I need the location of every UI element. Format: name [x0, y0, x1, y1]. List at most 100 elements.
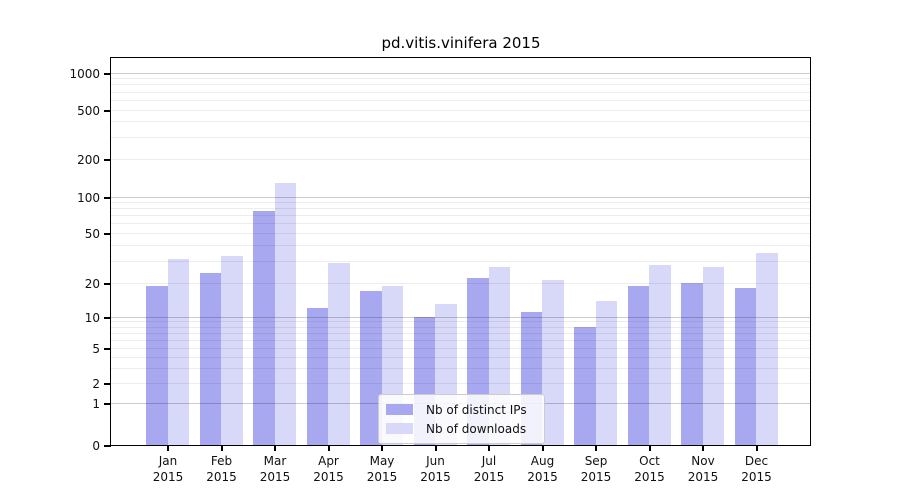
gridline-100 — [111, 196, 810, 198]
x-tick-label-may: May 2015 — [366, 454, 398, 484]
gridline-4 — [111, 356, 810, 358]
x-tick-feb — [220, 446, 223, 451]
x-tick-aug — [541, 446, 544, 451]
bar-ips-apr — [306, 308, 328, 445]
x-tick-jun — [434, 446, 437, 451]
y-tick-2 — [104, 382, 111, 385]
y-tick-label-10: 10 — [84, 310, 100, 325]
bar-ips-jan — [146, 285, 168, 445]
gridline-400 — [111, 121, 810, 123]
gridline-90 — [111, 201, 810, 203]
gridline-40 — [111, 244, 810, 246]
bar-ips-mar — [253, 211, 275, 445]
legend-swatch-downloads — [386, 423, 413, 434]
x-tick-label-aug: Aug 2015 — [527, 454, 558, 484]
x-tick-label-dec: Dec 2015 — [741, 454, 772, 484]
gridline-3 — [111, 367, 810, 369]
y-tick-1000 — [104, 72, 111, 75]
gridline-10 — [111, 316, 810, 318]
x-tick-sep — [595, 446, 597, 451]
gridline-1000 — [111, 72, 810, 74]
y-tick-200 — [104, 158, 111, 161]
gridline-900 — [111, 78, 810, 80]
gridline-7 — [111, 332, 810, 334]
bar-downloads-feb — [221, 255, 243, 445]
gridline-200 — [111, 158, 810, 160]
x-tick-jan — [167, 446, 169, 451]
x-tick-label-oct: Oct 2015 — [634, 454, 665, 484]
bar-downloads-oct — [649, 264, 671, 445]
chart-title: pd.vitis.vinifera 2015 — [381, 34, 541, 52]
x-tick-label-feb: Feb 2015 — [206, 454, 237, 484]
bar-downloads-sep — [595, 300, 617, 445]
gridline-800 — [111, 84, 810, 86]
x-tick-label-sep: Sep 2015 — [580, 454, 612, 484]
y-tick-label-0: 0 — [92, 438, 100, 453]
legend-item-downloads: Nb of downloads — [386, 419, 544, 438]
x-tick-label-jan: Jan 2015 — [152, 454, 184, 484]
legend-label-distinct-ips: Nb of distinct IPs — [426, 402, 527, 417]
bar-downloads-nov — [702, 266, 724, 445]
y-tick-label-1000: 1000 — [69, 66, 100, 81]
y-tick-500 — [104, 109, 111, 112]
x-tick-mar — [274, 446, 276, 451]
x-tick-jul — [488, 446, 490, 451]
bar-downloads-aug — [542, 280, 564, 445]
y-tick-label-100: 100 — [77, 190, 100, 205]
x-tick-apr — [327, 446, 330, 451]
y-tick-label-5: 5 — [92, 341, 100, 356]
legend-item-distinct-ips: Nb of distinct IPs — [386, 400, 544, 419]
y-tick-label-500: 500 — [77, 103, 100, 118]
y-tick-100 — [104, 196, 111, 199]
y-tick-label-50: 50 — [84, 226, 100, 241]
gridline-50 — [111, 232, 810, 234]
x-tick-dec — [755, 446, 758, 451]
plot-area — [110, 57, 811, 446]
gridline-300 — [111, 136, 810, 138]
y-tick-label-20: 20 — [84, 276, 100, 291]
bar-ips-feb — [199, 273, 221, 445]
gridline-60 — [111, 223, 810, 225]
x-tick-may — [381, 446, 383, 451]
bar-ips-oct — [627, 285, 649, 445]
bar-downloads-jan — [167, 259, 189, 445]
y-tick-5 — [104, 347, 111, 350]
bar-downloads-mar — [274, 182, 296, 445]
gridline-80 — [111, 208, 810, 210]
y-tick-20 — [104, 282, 111, 285]
gridline-5 — [111, 347, 810, 349]
x-tick-nov — [702, 446, 704, 451]
gridline-8 — [111, 326, 810, 328]
gridline-500 — [111, 109, 810, 111]
gridline-9 — [111, 321, 810, 323]
y-tick-10 — [104, 316, 111, 319]
bar-ips-nov — [681, 283, 703, 445]
legend-swatch-distinct-ips — [386, 404, 413, 415]
y-tick-0 — [104, 444, 111, 447]
x-tick-label-jun: Jun 2015 — [420, 454, 451, 484]
gridline-20 — [111, 282, 810, 284]
x-tick-label-apr: Apr 2015 — [313, 454, 344, 484]
y-tick-label-200: 200 — [77, 152, 100, 167]
gridline-70 — [111, 215, 810, 217]
bar-ips-dec — [734, 288, 756, 445]
bar-ips-may — [360, 291, 382, 445]
gridline-2 — [111, 382, 810, 384]
gridline-30 — [111, 260, 810, 262]
bar-downloads-apr — [328, 262, 350, 445]
x-tick-label-jul: Jul 2015 — [473, 454, 505, 484]
x-tick-label-nov: Nov 2015 — [687, 454, 719, 484]
bar-downloads-dec — [756, 252, 778, 445]
gridline-6 — [111, 339, 810, 341]
gridline-600 — [111, 99, 810, 101]
y-tick-label-2: 2 — [92, 376, 100, 391]
y-tick-50 — [104, 232, 111, 235]
bar-ips-sep — [574, 327, 596, 445]
x-tick-label-mar: Mar 2015 — [259, 454, 291, 484]
y-tick-1 — [104, 402, 111, 405]
gridline-700 — [111, 91, 810, 93]
legend-label-downloads: Nb of downloads — [426, 421, 527, 436]
x-tick-oct — [648, 446, 651, 451]
y-tick-label-1: 1 — [92, 396, 100, 411]
